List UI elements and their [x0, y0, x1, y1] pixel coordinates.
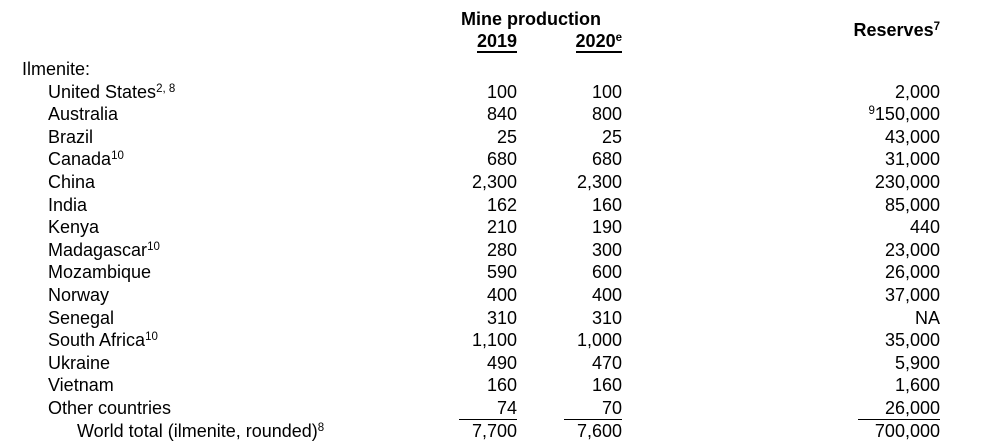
reserves-value: 440: [909, 217, 940, 238]
prod-2020-value: 160: [591, 375, 622, 396]
table-body: United States2, 8 100 100 2,000 Australi…: [0, 81, 1000, 420]
prod-2020-value: 800: [591, 104, 622, 125]
prod-2019-value: 490: [486, 352, 517, 373]
country-row: United States2, 8 100 100 2,000: [0, 81, 1000, 104]
year-2019-label: 2019: [476, 31, 517, 53]
country-label: Other countries: [48, 397, 172, 418]
estimate-superscript: e: [615, 32, 622, 44]
prod-2019-value: 100: [486, 81, 517, 102]
prod-2019-value: 1,100: [471, 330, 517, 351]
reserves-row-footnote-superscript: 9: [868, 105, 875, 118]
country-label: China: [48, 171, 96, 192]
country-row: Mozambique 590 600 26,000: [0, 261, 1000, 284]
reserves-value: 2,000: [894, 81, 940, 102]
prod-2020-value: 300: [591, 239, 622, 260]
country-row: South Africa10 1,100 1,000 35,000: [0, 329, 1000, 352]
column-header-2019: 2019: [440, 31, 517, 53]
column-header-2020: 2020e: [517, 31, 622, 53]
prod-2019-value: 160: [486, 375, 517, 396]
country-label: South Africa10: [48, 330, 158, 351]
reserves-value: 26,000: [884, 262, 940, 283]
country-label: Vietnam: [48, 375, 114, 396]
reserves-value: 31,000: [884, 149, 940, 170]
reserves-value: 37,000: [884, 284, 940, 305]
country-footnote-superscript: 10: [111, 150, 124, 163]
world-total-footnote-superscript: 8: [317, 421, 325, 434]
country-row: Senegal 310 310 NA: [0, 307, 1000, 330]
country-row: Norway 400 400 37,000: [0, 284, 1000, 307]
country-footnote-superscript: 2, 8: [156, 82, 176, 95]
reserves-value: 230,000: [874, 171, 940, 192]
prod-2020-value: 100: [591, 81, 622, 102]
world-total-prod-2019: 7,700: [471, 420, 517, 441]
section-row: Ilmenite:: [0, 58, 1000, 81]
country-row: Kenya 210 190 440: [0, 216, 1000, 239]
world-total-row: World total (ilmenite, rounded)8 7,700 7…: [0, 420, 1000, 443]
country-label: Kenya: [48, 217, 100, 238]
prod-2020-value: 680: [591, 149, 622, 170]
prod-2020-value: 310: [591, 307, 622, 328]
country-label: Madagascar10: [48, 239, 160, 260]
country-label: Norway: [48, 284, 110, 305]
prod-2019-value: 25: [496, 126, 517, 147]
prod-2020-value: 25: [601, 126, 622, 147]
country-footnote-superscript: 10: [147, 240, 160, 253]
country-row: India 162 160 85,000: [0, 194, 1000, 217]
reserves-value: 43,000: [884, 126, 940, 147]
country-row: Vietnam 160 160 1,600: [0, 374, 1000, 397]
country-label: Ukraine: [48, 352, 111, 373]
country-row: China 2,300 2,300 230,000: [0, 171, 1000, 194]
reserves-value: 23,000: [884, 239, 940, 260]
mine-production-header: Mine production: [461, 9, 601, 29]
world-total-reserves: 700,000: [874, 420, 940, 441]
country-row: Brazil 25 25 43,000: [0, 126, 1000, 149]
country-label: Australia: [48, 104, 119, 125]
table-header: Mine production 2019 2020e Reserves7: [0, 0, 1000, 58]
prod-2019-value: 210: [486, 217, 517, 238]
country-label: Senegal: [48, 307, 115, 328]
year-2020-label: 2020e: [575, 31, 622, 53]
prod-2019-value: 400: [486, 284, 517, 305]
reserves-value: NA: [914, 307, 940, 328]
prod-2020-value: 470: [591, 352, 622, 373]
section-label: Ilmenite:: [22, 59, 91, 79]
world-total-prod-2020: 7,600: [576, 420, 622, 441]
country-footnote-superscript: 10: [145, 331, 158, 344]
prod-2020-value: 600: [591, 262, 622, 283]
prod-2019-value: 280: [486, 239, 517, 260]
country-row: Canada10 680 680 31,000: [0, 148, 1000, 171]
prod-2020-value: 190: [591, 217, 622, 238]
reserves-value: 1,600: [894, 375, 940, 396]
prod-2020-value: 160: [591, 194, 622, 215]
prod-2020-value: 2,300: [576, 171, 622, 192]
reserves-value: 35,000: [884, 330, 940, 351]
country-label: India: [48, 194, 88, 215]
prod-2019-value: 74: [440, 397, 517, 420]
country-row: Madagascar10 280 300 23,000: [0, 239, 1000, 262]
country-label: Brazil: [48, 126, 94, 147]
prod-2020-value: 1,000: [576, 330, 622, 351]
reserves-value: 5,900: [894, 352, 940, 373]
prod-2019-value: 2,300: [471, 171, 517, 192]
world-total-label: World total (ilmenite, rounded)8: [77, 420, 325, 441]
country-label: Canada10: [48, 149, 124, 170]
prod-2019-value: 310: [486, 307, 517, 328]
reserves-value: 85,000: [884, 194, 940, 215]
reserves-footnote-superscript: 7: [933, 21, 940, 33]
prod-2019-value: 162: [486, 194, 517, 215]
prod-2020-value: 70: [517, 397, 622, 420]
prod-2019-value: 840: [486, 104, 517, 125]
reserves-value: 26,000: [622, 397, 940, 420]
country-row: Ukraine 490 470 5,900: [0, 352, 1000, 375]
country-label: United States2, 8: [48, 81, 176, 102]
country-row: Australia 840 800 9150,000: [0, 103, 1000, 126]
prod-2019-value: 590: [486, 262, 517, 283]
column-header-reserves: Reserves7: [853, 20, 940, 40]
prod-2019-value: 680: [486, 149, 517, 170]
country-label: Mozambique: [48, 262, 152, 283]
country-row: Other countries 74 70 26,000: [0, 397, 1000, 420]
prod-2020-value: 400: [591, 284, 622, 305]
reserves-value: 9150,000: [868, 104, 940, 125]
